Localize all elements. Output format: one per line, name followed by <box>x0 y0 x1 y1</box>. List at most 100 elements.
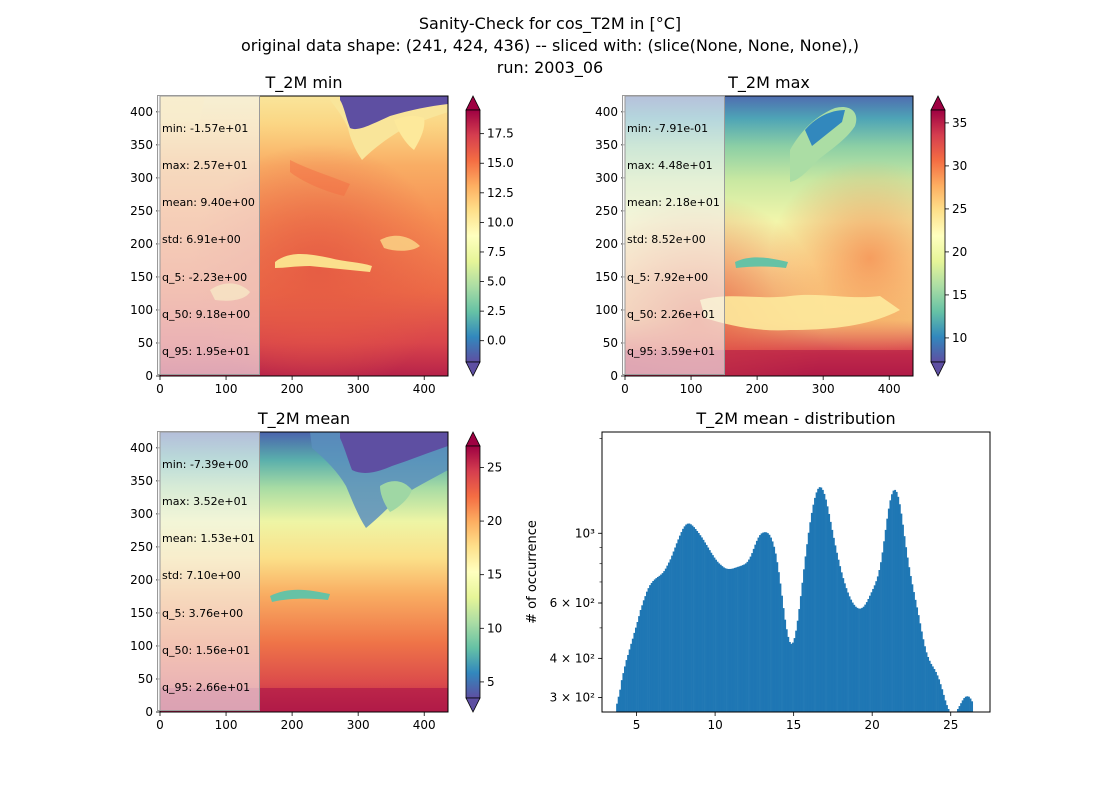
histogram-bar <box>845 588 848 712</box>
histogram-bar <box>776 562 779 712</box>
y-axis-max: 0 50 100 150 200 250 300 350 400 <box>595 105 625 383</box>
colorbar-min: 0.0 2.5 5.0 7.5 10.0 12.5 15.0 17.5 <box>465 95 514 377</box>
histogram-bar <box>862 606 865 712</box>
histogram-bar <box>859 608 862 712</box>
histogram-bar <box>889 500 892 712</box>
figure-title-line-1: Sanity-Check for cos_T2M in [°C] <box>419 14 681 34</box>
histogram-bar <box>851 602 854 712</box>
histogram-bar <box>828 513 831 712</box>
histogram-bar <box>650 582 653 712</box>
histogram-bar <box>642 600 645 712</box>
colorbar-extend-bottom-min <box>465 361 481 377</box>
histogram-bar <box>705 544 708 712</box>
colorbar-tick-label: 2.5 <box>487 304 506 318</box>
histogram-bar <box>620 680 623 712</box>
y-tick-label: 100 <box>130 303 153 317</box>
x-axis-min: 0 100 200 300 400 <box>156 376 436 396</box>
stat-q95: q_95: 2.66e+01 <box>162 681 251 695</box>
histogram-bar <box>881 552 884 712</box>
histogram-bar <box>850 599 853 712</box>
stat-q5: q_5: 3.76e+00 <box>162 606 244 620</box>
histogram-bar <box>798 609 801 712</box>
stat-std: std: 7.10e+00 <box>162 569 241 583</box>
histogram-bar <box>906 557 909 712</box>
histogram-bars <box>616 487 974 712</box>
histogram-bar <box>864 604 867 712</box>
colorbar-tick-label: 15 <box>952 288 967 302</box>
histogram-bar <box>707 547 710 712</box>
histogram-bar <box>741 565 744 712</box>
histogram-bar <box>639 610 642 712</box>
histogram-bar <box>966 696 969 712</box>
histogram-bar <box>818 487 821 712</box>
histogram-bar <box>708 550 711 712</box>
histogram-bar <box>878 570 881 712</box>
histogram-bar <box>724 568 727 712</box>
histogram-bar <box>751 553 754 712</box>
histogram-bar <box>809 522 812 712</box>
histogram-bar <box>623 666 626 712</box>
histogram-bar <box>755 540 758 712</box>
panel-title-max: T_2M max <box>727 73 810 93</box>
histogram-bar <box>759 535 761 712</box>
x-tick-label: 0 <box>156 382 164 396</box>
y-tick-label: 0 <box>145 369 153 383</box>
histogram-bar <box>674 547 677 712</box>
histogram-bar <box>916 607 919 712</box>
x-tick-label: 15 <box>786 718 801 732</box>
histogram-bar <box>749 556 752 712</box>
histogram-bar <box>927 656 930 712</box>
histogram-bar <box>666 565 669 712</box>
histogram-bar <box>652 580 655 712</box>
histogram-bar <box>730 568 733 712</box>
colorbar-tick-label: 25 <box>952 202 967 216</box>
histogram-bar <box>766 533 769 712</box>
histogram-bar <box>737 566 739 712</box>
y-tick-label: 0 <box>145 705 153 719</box>
histogram-bar <box>831 529 834 712</box>
x-tick-label: 200 <box>281 718 304 732</box>
histogram-bar <box>754 544 757 712</box>
histogram-bar <box>834 545 837 712</box>
x-tick-label: 20 <box>865 718 880 732</box>
histogram-bar <box>787 636 790 712</box>
histogram-bar <box>886 518 889 712</box>
x-tick-label: 300 <box>347 382 370 396</box>
stat-q50: q_50: 1.56e+01 <box>162 643 251 657</box>
figure-title-line-2: original data shape: (241, 424, 436) -- … <box>241 36 859 55</box>
colorbar-tick-label: 10 <box>487 621 502 635</box>
histogram-x-axis: 5 10 15 20 25 <box>633 712 958 732</box>
histogram-frame <box>601 431 991 713</box>
histogram-bar <box>843 583 846 712</box>
histogram-bar <box>672 551 675 712</box>
histogram-bar <box>770 537 772 712</box>
histogram-bar <box>793 638 796 712</box>
histogram-bar <box>931 666 934 712</box>
histogram-bar <box>839 566 842 712</box>
histogram-bar <box>806 544 809 712</box>
histogram-bar <box>740 565 743 712</box>
colorbar-max: 10 15 20 25 30 35 <box>930 95 967 377</box>
x-axis-max: 0 100 200 300 400 <box>621 376 901 396</box>
histogram-bar <box>820 487 823 712</box>
histogram-bar <box>947 708 950 712</box>
x-tick-label: 200 <box>746 382 769 396</box>
stat-mean: mean: 2.18e+01 <box>627 196 720 210</box>
histogram-bar <box>641 605 644 712</box>
histogram-bar <box>702 539 705 712</box>
colorbar-tick-label: 15.0 <box>487 156 514 170</box>
y-tick-label: 400 <box>595 105 618 119</box>
histogram-bar <box>773 546 776 712</box>
histogram-bar <box>914 599 917 712</box>
histogram-bar <box>722 567 725 712</box>
histogram-bar <box>784 619 787 712</box>
stat-min: min: -1.57e+01 <box>162 121 249 135</box>
y-tick-label: 3 × 10² <box>550 691 596 705</box>
histogram-bar <box>876 576 879 712</box>
histogram-bar <box>803 569 805 712</box>
histogram-bar <box>903 536 906 712</box>
stat-std: std: 6.91e+00 <box>162 233 241 247</box>
histogram-bar <box>735 567 738 712</box>
y-tick-label: 150 <box>595 270 618 284</box>
stat-mean: mean: 1.53e+01 <box>162 532 255 546</box>
